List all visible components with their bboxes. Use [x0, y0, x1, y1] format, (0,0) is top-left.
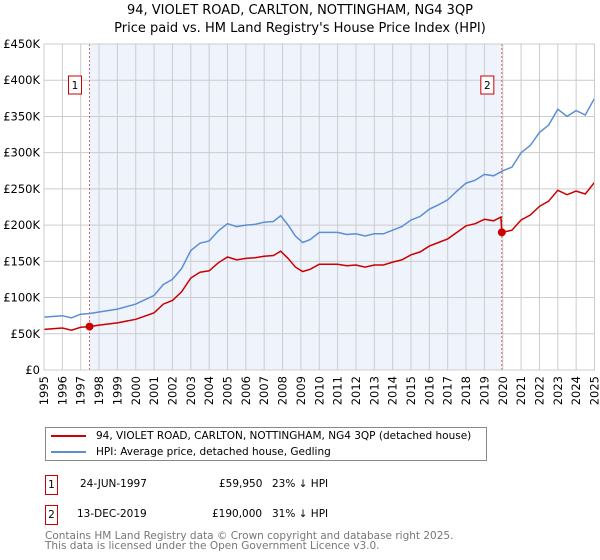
sale-delta: 23% ↓ HPI	[272, 478, 329, 490]
annotation-box	[480, 75, 495, 95]
x-tick-label: 2020	[496, 376, 510, 405]
y-tick-label: £350K	[3, 109, 40, 123]
sale-delta: 31% ↓ HPI	[272, 508, 329, 520]
x-tick-label: 1995	[37, 376, 51, 405]
x-tick-label: 2017	[441, 376, 455, 405]
x-tick-label: 2018	[459, 376, 473, 405]
y-tick-label: £150K	[3, 254, 40, 268]
plot-border	[43, 43, 595, 371]
legend-label: 94, VIOLET ROAD, CARLTON, NOTTINGHAM, NG…	[96, 430, 472, 442]
y-tick-label: £450K	[3, 37, 40, 51]
legend-swatch-red	[51, 435, 86, 437]
x-tick-label: 2012	[349, 376, 363, 405]
y-tick-label: £400K	[3, 73, 40, 87]
plot-area: £0 £50K £100K £150K £200K £250K £300K £350K £400…	[3, 37, 600, 405]
y-tick-label: £250K	[3, 182, 40, 196]
annotation-label: 2	[484, 80, 491, 92]
sale-point	[85, 322, 94, 331]
x-tick-label: 2002	[165, 376, 179, 405]
sale-price: £59,950	[219, 478, 263, 490]
x-tick-label: 2021	[514, 376, 528, 405]
x-tick-label: 2005	[221, 376, 235, 405]
x-tick-label: 2014	[386, 376, 400, 405]
x-tick-label: 2025	[588, 376, 600, 405]
x-tick-label: 2007	[257, 376, 271, 405]
sale-row: 2 13-DEC-2019 £190,000 31% ↓ HPI	[45, 505, 445, 525]
x-tick-label: 2023	[551, 376, 565, 405]
x-tick-label: 2019	[477, 376, 491, 405]
x-tick-label: 2010	[312, 376, 326, 405]
y-tick-label: £0	[25, 363, 40, 377]
x-tick-label: 2015	[404, 376, 418, 405]
x-tick-label: 1999	[110, 376, 124, 405]
x-tick-label: 2011	[331, 376, 345, 405]
x-tick-label: 2000	[129, 376, 143, 405]
sale-price: £190,000	[212, 508, 263, 520]
x-tick-label: 1997	[74, 376, 88, 405]
x-tick-label: 2022	[532, 376, 546, 405]
chart-subtitle: Price paid vs. HM Land Registry's House …	[114, 21, 486, 36]
x-tick-label: 2008	[276, 376, 290, 405]
legend-item-property: 94, VIOLET ROAD, CARLTON, NOTTINGHAM, NG…	[51, 428, 471, 444]
y-tick-label: £100K	[3, 291, 40, 305]
x-tick-label: 2024	[569, 376, 583, 405]
x-tick-label: 2016	[422, 376, 436, 405]
x-tick-label: 2001	[147, 376, 161, 405]
sale-date: 13-DEC-2019	[77, 508, 147, 520]
sale-marker: 2	[45, 505, 58, 525]
sale-date: 24-JUN-1997	[80, 478, 147, 490]
x-tick-label: 1998	[92, 376, 106, 405]
legend-item-hpi: HPI: Average price, detached house, Gedl…	[51, 444, 331, 460]
x-tick-label: 1996	[55, 376, 69, 405]
x-tick-label: 2013	[367, 376, 381, 405]
sale-point	[497, 228, 506, 237]
x-tick-label: 2009	[294, 376, 308, 405]
annotation-box	[68, 75, 83, 95]
annotation-label: 1	[72, 80, 79, 92]
legend-label: HPI: Average price, detached house, Gedl…	[96, 446, 331, 458]
footer-line: Contains HM Land Registry data © Crown c…	[45, 530, 454, 542]
x-tick-label: 2006	[239, 376, 253, 405]
footer-line: This data is licensed under the Open Gov…	[45, 540, 380, 552]
chart-title: 94, VIOLET ROAD, CARLTON, NOTTINGHAM, NG…	[126, 3, 474, 18]
series-line	[43, 97, 596, 319]
shaded-ownership-period	[89, 44, 502, 370]
x-tick-label: 2003	[184, 376, 198, 405]
legend: 94, VIOLET ROAD, CARLTON, NOTTINGHAM, NG…	[45, 427, 487, 461]
y-tick-label: £300K	[3, 146, 40, 160]
footer: Contains HM Land Registry data © Crown c…	[45, 530, 454, 552]
y-tick-label: £50K	[11, 327, 41, 341]
sale-row: 1 24-JUN-1997 £59,950 23% ↓ HPI	[45, 475, 445, 495]
legend-swatch-blue	[51, 451, 86, 453]
x-tick-label: 2004	[202, 376, 216, 405]
y-tick-label: £200K	[3, 218, 40, 232]
sale-marker: 1	[45, 475, 58, 495]
